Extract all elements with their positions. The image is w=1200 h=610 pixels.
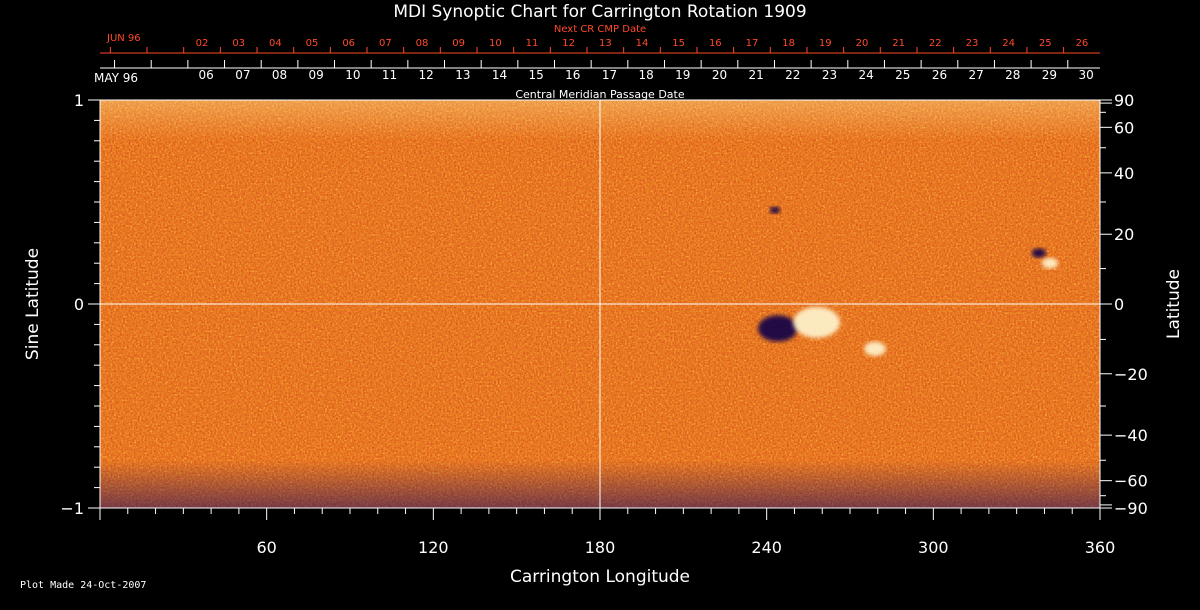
cmp-date-label: 10 — [345, 68, 360, 82]
y-right-tick-label: 40 — [1114, 164, 1134, 183]
cmp-date-label: 12 — [419, 68, 434, 82]
cmp-date-label: 18 — [639, 68, 654, 82]
x-tick-label: 240 — [751, 538, 782, 557]
next-cmp-date-label: 02 — [196, 38, 209, 49]
x-tick-label: 180 — [585, 538, 616, 557]
cmp-date-label: 20 — [712, 68, 727, 82]
cmp-date-label: 24 — [858, 68, 873, 82]
cmp-date-label: 19 — [675, 68, 690, 82]
y-left-tick-label: 0 — [74, 295, 84, 314]
next-cmp-date-label: 11 — [526, 38, 539, 49]
plot-made-footer: Plot Made 24-Oct-2007 — [20, 580, 147, 591]
y-left-tick-label: 1 — [74, 91, 84, 110]
cmp-date-label: 08 — [272, 68, 287, 82]
next-cmp-date-label: 23 — [966, 38, 979, 49]
feature-positive — [1041, 257, 1059, 269]
cmp-date-label: 13 — [455, 68, 470, 82]
next-cmp-date-label: 06 — [342, 38, 355, 49]
cmp-month-label: MAY 96 — [94, 71, 138, 85]
next-cmp-date-label: 25 — [1039, 38, 1052, 49]
next-cmp-date-label: 16 — [709, 38, 722, 49]
cmp-date-label: 16 — [565, 68, 580, 82]
left-axis: 1 0 −1 — [60, 91, 100, 518]
cmp-date-label: 22 — [785, 68, 800, 82]
right-axis: 90 60 40 20 0 −20 −40 −60 −90 — [1100, 91, 1148, 518]
next-cmp-date-label: 04 — [269, 38, 282, 49]
cmp-date-label: 06 — [199, 68, 214, 82]
cmp-axis: 30 29 28 27 26 25 24 23 22 21 20 19 18 17 16 15 14 13 12 11… — [100, 60, 1100, 82]
feature-negative — [757, 315, 798, 342]
feature-positive — [793, 306, 841, 338]
next-cmp-axis-title: Next CR CMP Date — [554, 24, 646, 35]
cmp-date-label: 28 — [1005, 68, 1020, 82]
next-cmp-date-label: 24 — [1002, 38, 1015, 49]
x-tick-label: 60 — [256, 538, 276, 557]
next-cmp-date-label: 20 — [856, 38, 869, 49]
cmp-date-label: 26 — [932, 68, 947, 82]
feature-negative — [769, 206, 781, 214]
next-cmp-date-label: 12 — [562, 38, 575, 49]
feature-negative — [1031, 248, 1047, 258]
next-cmp-month-label: JUN 96 — [106, 33, 141, 44]
chart-title: MDI Synoptic Chart for Carrington Rotati… — [393, 2, 806, 22]
cmp-axis-title: Central Meridian Passage Date — [515, 88, 684, 101]
y-axis-right-label: Latitude — [1164, 269, 1184, 339]
cmp-date-label: 30 — [1078, 68, 1093, 82]
next-cmp-date-label: 07 — [379, 38, 392, 49]
cmp-date-label: 11 — [382, 68, 397, 82]
x-tick-label: 300 — [918, 538, 949, 557]
x-tick-label: 120 — [418, 538, 449, 557]
next-cmp-axis: 26 25 24 23 22 21 20 19 18 17 16 15 14 13 12 11 10 09 08 07… — [100, 38, 1100, 54]
next-cmp-date-label: 05 — [306, 38, 319, 49]
next-cmp-date-label: 09 — [452, 38, 465, 49]
x-tick-label: 360 — [1085, 538, 1116, 557]
next-cmp-date-label: 03 — [232, 38, 245, 49]
y-right-tick-label: −20 — [1114, 365, 1148, 384]
cmp-date-label: 17 — [602, 68, 617, 82]
next-cmp-date-label: 08 — [416, 38, 429, 49]
cmp-date-label: 27 — [968, 68, 983, 82]
cmp-date-label: 09 — [309, 68, 324, 82]
next-cmp-date-label: 14 — [636, 38, 649, 49]
y-right-tick-label: 90 — [1114, 91, 1134, 110]
y-right-tick-label: 20 — [1114, 225, 1134, 244]
cmp-date-label: 21 — [749, 68, 764, 82]
cmp-date-label: 15 — [529, 68, 544, 82]
cmp-date-label: 23 — [822, 68, 837, 82]
x-axis-label: Carrington Longitude — [510, 567, 690, 587]
next-cmp-date-label: 10 — [489, 38, 502, 49]
bottom-axis: 60 120 180 240 300 360 — [99, 508, 1116, 557]
y-right-tick-label: −60 — [1114, 472, 1148, 491]
next-cmp-date-label: 22 — [929, 38, 942, 49]
cmp-date-label: 14 — [492, 68, 507, 82]
y-right-tick-label: 0 — [1114, 295, 1124, 314]
y-axis-left-label: Sine Latitude — [23, 248, 43, 360]
y-left-tick-label: −1 — [60, 499, 84, 518]
y-right-tick-label: −90 — [1114, 499, 1148, 518]
next-cmp-date-label: 18 — [782, 38, 795, 49]
next-cmp-date-label: 19 — [819, 38, 832, 49]
next-cmp-date-label: 21 — [892, 38, 905, 49]
next-cmp-date-label: 26 — [1076, 38, 1089, 49]
grid-lines — [100, 100, 1100, 508]
y-right-tick-label: 60 — [1114, 118, 1134, 137]
next-cmp-date-label: 15 — [672, 38, 685, 49]
next-cmp-date-label: 17 — [746, 38, 759, 49]
cmp-date-label: 25 — [895, 68, 910, 82]
feature-positive — [864, 341, 886, 357]
next-cmp-date-label: 13 — [599, 38, 612, 49]
cmp-date-label: 29 — [1042, 68, 1057, 82]
cmp-date-label: 07 — [235, 68, 250, 82]
y-right-tick-label: −40 — [1114, 426, 1148, 445]
